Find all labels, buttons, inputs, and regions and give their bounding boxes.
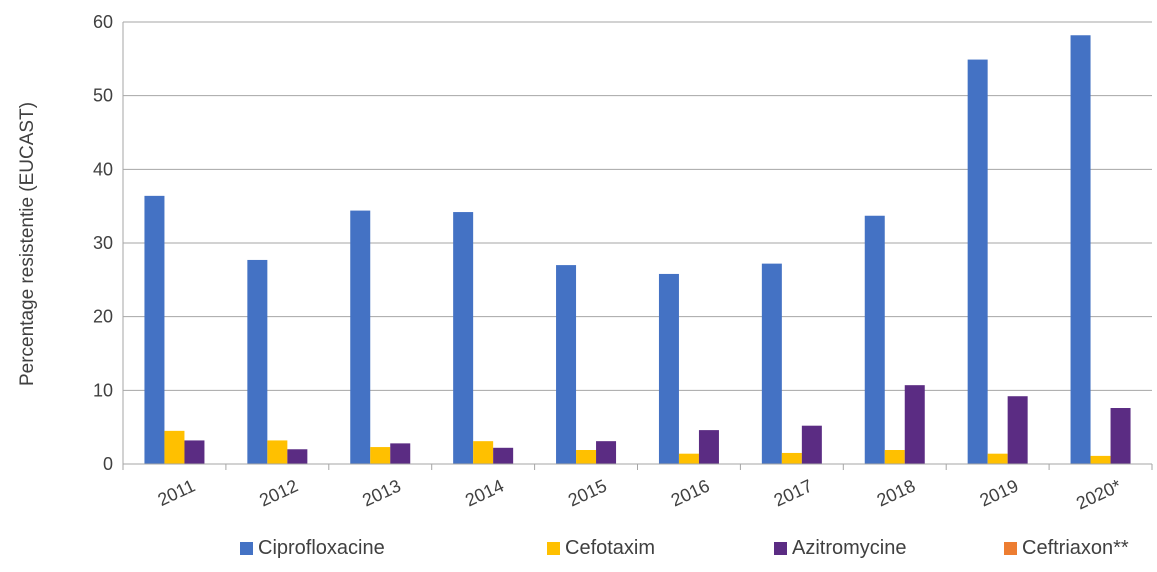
x-tick-label: 2020* bbox=[1073, 475, 1124, 513]
gridlines bbox=[123, 21, 1152, 391]
x-tick-label: 2018 bbox=[874, 475, 919, 510]
bar-ciprofloxacine-2011 bbox=[144, 195, 165, 464]
bar-azitromycine-2019 bbox=[1007, 396, 1028, 464]
y-tick-label: 10 bbox=[93, 380, 113, 400]
legend-swatch bbox=[547, 542, 560, 555]
bar-ciprofloxacine-2012 bbox=[247, 259, 268, 464]
bar-cefotaxim-2020 bbox=[1090, 455, 1111, 464]
bar-azitromycine-2013 bbox=[390, 443, 411, 464]
legend-label: Cefotaxim bbox=[565, 537, 655, 559]
legend-swatch bbox=[240, 542, 253, 555]
bar-ciprofloxacine-2016 bbox=[658, 273, 679, 464]
bar-azitromycine-2017 bbox=[801, 425, 822, 464]
legend-swatch bbox=[1004, 542, 1017, 555]
bar-cefotaxim-2015 bbox=[576, 450, 597, 464]
bar-ciprofloxacine-2014 bbox=[453, 212, 474, 464]
bars bbox=[144, 35, 1131, 464]
bar-cefotaxim-2018 bbox=[884, 450, 905, 464]
y-tick-label: 40 bbox=[93, 159, 113, 179]
bar-azitromycine-2015 bbox=[596, 441, 617, 464]
bar-ciprofloxacine-2013 bbox=[350, 210, 371, 464]
y-tick-label: 60 bbox=[93, 12, 113, 32]
bar-cefotaxim-2019 bbox=[987, 453, 1008, 464]
bar-cefotaxim-2014 bbox=[473, 441, 494, 464]
bar-ciprofloxacine-2019 bbox=[967, 59, 988, 464]
bar-azitromycine-2012 bbox=[287, 449, 308, 464]
x-tick-label: 2016 bbox=[668, 475, 713, 510]
x-tick-label: 2013 bbox=[359, 475, 404, 510]
x-tick-label: 2011 bbox=[155, 475, 199, 509]
bar-azitromycine-2011 bbox=[184, 440, 205, 464]
bar-cefotaxim-2017 bbox=[781, 452, 802, 464]
bar-cefotaxim-2016 bbox=[678, 453, 699, 464]
y-tick-label: 50 bbox=[93, 86, 113, 106]
y-axis-title: Percentage resistentie (EUCAST) bbox=[17, 102, 38, 386]
bar-ciprofloxacine-2015 bbox=[556, 265, 577, 464]
bar-ciprofloxacine-2020 bbox=[1070, 35, 1091, 464]
y-tick-label: 30 bbox=[93, 233, 113, 253]
axes: 0 10 20 30 40 50 60 2011 2012 2013 2014 2015 2016 201… bbox=[93, 12, 1153, 514]
x-tick-label: 2015 bbox=[565, 475, 610, 510]
bar-ciprofloxacine-2018 bbox=[864, 215, 885, 464]
bar-azitromycine-2014 bbox=[493, 447, 514, 464]
y-tick-label: 20 bbox=[93, 307, 113, 327]
bar-azitromycine-2018 bbox=[904, 385, 925, 464]
legend-label: Ciprofloxacine bbox=[258, 537, 385, 559]
bar-azitromycine-2020 bbox=[1110, 408, 1131, 464]
legend-swatch bbox=[774, 542, 787, 555]
x-tick-label: 2012 bbox=[256, 475, 301, 510]
x-tick-label: 2019 bbox=[977, 475, 1022, 510]
bar-azitromycine-2016 bbox=[698, 430, 719, 464]
legend-label: Ceftriaxon** bbox=[1022, 537, 1129, 559]
bar-cefotaxim-2011 bbox=[164, 430, 185, 464]
x-tick-label: 2014 bbox=[462, 475, 507, 510]
legend: Ciprofloxacine Cefotaxim Azitromycine Ceftr… bbox=[240, 537, 1129, 559]
bar-cefotaxim-2012 bbox=[267, 440, 288, 464]
bar-cefotaxim-2013 bbox=[370, 447, 391, 464]
legend-label: Azitromycine bbox=[792, 537, 906, 559]
x-tick-label: 2017 bbox=[771, 475, 816, 510]
bar-ciprofloxacine-2017 bbox=[761, 263, 782, 464]
y-tick-label: 0 bbox=[103, 454, 113, 474]
